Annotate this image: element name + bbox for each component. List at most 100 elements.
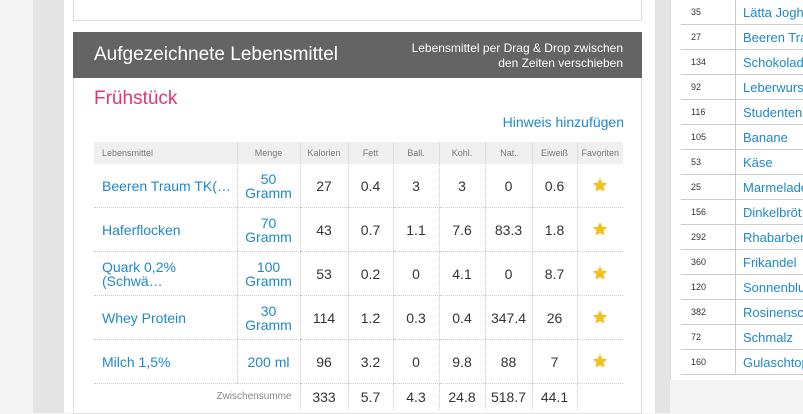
calories: 160 — [681, 350, 736, 375]
nutrient-value: 53 — [300, 252, 348, 296]
column-header: Favoriten — [577, 142, 623, 164]
food-link[interactable]: Käse — [736, 150, 803, 175]
subtotal-value: 518.7 — [485, 384, 532, 411]
column-header: Menge — [237, 142, 300, 164]
calories: 105 — [681, 125, 736, 150]
nutrient-value: 1.1 — [393, 208, 439, 252]
calories: 25 — [681, 175, 736, 200]
subtotal-label: Zwischensumme — [94, 384, 300, 411]
food-link[interactable]: Sonnenblu — [736, 275, 803, 300]
subtotal-value: 44.1 — [532, 384, 577, 411]
nutrient-value: 27 — [300, 164, 348, 208]
nutrient-value: 83.3 — [485, 208, 532, 252]
column-header: Ball. — [393, 142, 439, 164]
nutrient-value: 0 — [485, 164, 532, 208]
nutrient-value: 0.2 — [348, 252, 393, 296]
food-link[interactable]: Haferflocken — [94, 208, 237, 252]
nutrient-value: 4.1 — [439, 252, 485, 296]
calories: 360 — [681, 250, 736, 275]
panel-title: Aufgezeichnete Lebensmittel — [94, 44, 338, 66]
column-header: Kalorien — [300, 142, 348, 164]
subtotal-value: 333 — [300, 384, 348, 411]
food-link[interactable]: Marmelade — [736, 175, 803, 200]
nutrient-value: 0 — [393, 340, 439, 384]
food-link[interactable]: Lätta Jogh — [736, 0, 803, 25]
nutrient-value: 9.8 — [439, 340, 485, 384]
nutrient-value: 3 — [393, 164, 439, 208]
hint: Lebensmittel per Drag & Drop zwischen — [380, 41, 623, 56]
food-link[interactable]: Leberwurs — [736, 75, 803, 100]
favorite-star[interactable] — [592, 265, 608, 281]
nutrient-value: 43 — [300, 208, 348, 252]
food-link[interactable]: 200 ml — [237, 340, 300, 384]
nutrient-value: 26 — [532, 296, 577, 340]
food-link[interactable]: Milch 1,5% — [94, 340, 237, 384]
food-link[interactable]: 30 Gramm — [237, 296, 300, 340]
food-link[interactable]: Schmalz — [736, 325, 803, 350]
nutrient-value: 3 — [439, 164, 485, 208]
food-link[interactable]: Dinkelbröt — [736, 200, 803, 225]
nutrient-value: 0.6 — [532, 164, 577, 208]
favorite-star[interactable] — [592, 177, 608, 193]
nutrient-value: 88 — [485, 340, 532, 384]
favorite-star[interactable] — [592, 309, 608, 325]
favorite-star[interactable] — [592, 221, 608, 237]
calories: 35 — [681, 0, 736, 25]
food-link[interactable]: Gulaschtop — [736, 350, 803, 375]
food-link[interactable]: Studenten — [736, 100, 803, 125]
food-link[interactable]: 100 Gramm — [237, 252, 300, 296]
food-link[interactable]: Rhabarber — [736, 225, 803, 250]
favorite-star[interactable] — [592, 353, 608, 369]
nutrient-value: 0.4 — [439, 296, 485, 340]
food-link[interactable]: Rosinensc — [736, 300, 803, 325]
favorite-cell — [577, 252, 623, 296]
subtotal-value: 5.7 — [348, 384, 393, 411]
nutrient-value: 0.7 — [348, 208, 393, 252]
calories: 134 — [681, 50, 736, 75]
calories: 53 — [681, 150, 736, 175]
food-link[interactable]: Whey Protein — [94, 296, 237, 340]
nutrient-value: 8.7 — [532, 252, 577, 296]
food-link[interactable]: Beeren Tra — [736, 25, 803, 50]
add-note-link[interactable]: Hinweis hinzufügen — [380, 114, 624, 130]
subtotal-value: 4.3 — [393, 384, 439, 411]
calories: 116 — [681, 100, 736, 125]
food-link[interactable]: Quark 0,2%(Schwä… — [94, 252, 237, 296]
calories: 292 — [681, 225, 736, 250]
column-header: Kohl. — [439, 142, 485, 164]
column-header: Nat. — [485, 142, 532, 164]
nutrient-value: 96 — [300, 340, 348, 384]
column-header: Lebensmittel — [94, 142, 237, 164]
gutter — [33, 0, 64, 413]
calories: 72 — [681, 325, 736, 350]
nutrient-value: 114 — [300, 296, 348, 340]
food-link[interactable]: Beeren Traum TK(… — [94, 164, 237, 208]
food-link[interactable]: Schokolad — [736, 50, 803, 75]
nutrient-value: 347.4 — [485, 296, 532, 340]
nutrient-value: 0 — [485, 252, 532, 296]
food-link[interactable]: 70 Gramm — [237, 208, 300, 252]
food-link[interactable]: Frikandel — [736, 250, 803, 275]
food-link[interactable]: 50 Gramm — [237, 164, 300, 208]
food-link[interactable]: Banane — [736, 125, 803, 150]
favorite-cell — [577, 164, 623, 208]
